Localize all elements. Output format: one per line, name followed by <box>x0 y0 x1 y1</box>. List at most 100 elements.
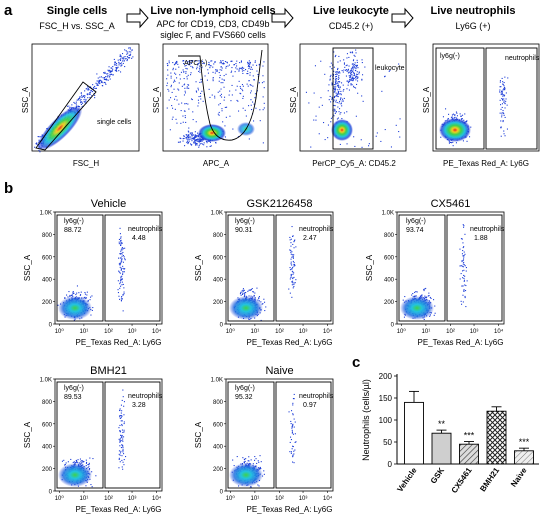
y-tick-label: 800 <box>42 233 53 239</box>
flow-plot-naive: Naive ly6g(-) 95.32 neutrophils 0.97 1.0K 800 6… <box>194 365 334 514</box>
significance-mark: ** <box>438 419 446 429</box>
x-tick-label: 10⁴ <box>152 495 162 502</box>
x-tick-label: 10² <box>446 329 455 335</box>
x-tick-label: 10⁰ <box>397 328 407 335</box>
neutrophil-gate-label: neutrophils <box>128 393 163 400</box>
bar-cx5461 <box>459 443 479 465</box>
c-category-label: Naive <box>509 466 529 489</box>
arrow-2-icon <box>271 7 294 29</box>
flow-plot-title: Vehicle <box>91 198 126 210</box>
step4-subtitle: Ly6G (+) <box>456 21 491 31</box>
apc-negative-gate-label: APC (-) <box>184 60 207 67</box>
flow-plot-xlabel: PE_Texas Red_A: Ly6G <box>418 338 504 347</box>
step2-subtitle-line1: APC for CD19, CD3, CD49b <box>156 19 269 29</box>
flow-plot-density <box>58 463 92 487</box>
single-cells-gate-label: single cells <box>97 119 132 126</box>
flow-plot-cx5461: CX5461 ly6g(-) 93.74 neutrophils 1.88 1.0K 800… <box>365 198 505 347</box>
neutrophil-gate-label: neutrophils <box>299 226 334 233</box>
neutrophil-gate <box>275 381 332 489</box>
panel-b-plots: Vehicle ly6g(-) 88.72 neutrophils 4.48 1.0K 80… <box>23 198 505 514</box>
c-category-label: CX5461 <box>450 466 474 495</box>
ly6g-negative-percent: 90.31 <box>235 227 253 234</box>
flow-plot-ylabel: SSC_A <box>365 254 374 281</box>
step1-title: Single cells <box>47 5 108 17</box>
c-y-tick-label: 50 <box>383 438 392 447</box>
flow-plot-title: BMH21 <box>90 365 127 377</box>
flow-plot-density <box>229 463 263 487</box>
bar-gsk <box>431 432 452 465</box>
y-tick-label: 1.0K <box>40 211 52 217</box>
plot-a4-xlabel: PE_Texas Red_A: Ly6G <box>443 159 529 168</box>
a4-neutrophil-gate-label: neutrophils <box>505 55 540 62</box>
step3-subtitle: CD45.2 (+) <box>329 21 373 31</box>
x-tick-label: 10⁰ <box>55 495 65 502</box>
plot-a4-ylabel: SSC_A <box>422 86 431 113</box>
panel-a-headers: Single cells FSC_H vs. SSC_A Live non-ly… <box>39 5 515 40</box>
y-tick-label: 800 <box>384 233 395 239</box>
y-tick-label: 800 <box>42 400 53 406</box>
panel-c-letter: c <box>352 354 360 371</box>
step3-title: Live leukocyte <box>313 5 389 17</box>
x-tick-label: 10² <box>104 329 113 335</box>
flow-plot-density <box>58 296 92 320</box>
y-tick-label: 400 <box>213 445 224 451</box>
ly6g-negative-gate-label: ly6g(-) <box>64 385 84 392</box>
y-tick-label: 200 <box>42 467 53 473</box>
flow-plot-xlabel: PE_Texas Red_A: Ly6G <box>76 505 162 514</box>
x-tick-label: 10² <box>275 329 284 335</box>
y-tick-label: 0 <box>220 490 224 496</box>
neutrophil-percent: 1.88 <box>474 235 488 242</box>
ly6g-negative-gate-label: ly6g(-) <box>406 218 426 225</box>
flow-plot-ylabel: SSC_A <box>23 421 32 448</box>
flow-plot-xlabel: PE_Texas Red_A: Ly6G <box>247 505 333 514</box>
y-tick-label: 0 <box>220 323 224 329</box>
x-tick-label: 10¹ <box>80 496 89 502</box>
neutrophil-percent: 4.48 <box>132 235 146 242</box>
step2-subtitle-line2: siglec F, and FVS660 cells <box>160 30 266 40</box>
plot-a3: leukocyte SSC_A PerCP_Cy5_A: CD45.2 <box>289 43 407 168</box>
significance-mark: *** <box>519 437 530 447</box>
y-tick-label: 1.0K <box>211 211 223 217</box>
x-tick-label: 10¹ <box>422 329 431 335</box>
c-y-tick-label: 150 <box>379 394 393 403</box>
plot-a3-ylabel: SSC_A <box>289 86 298 113</box>
neutrophil-gate-label: neutrophils <box>128 226 163 233</box>
ly6g-negative-percent: 93.74 <box>406 227 424 234</box>
ly6g-negative-percent: 95.32 <box>235 394 253 401</box>
flow-plot-gsk2126458: GSK2126458 ly6g(-) 90.31 neutrophils 2.47 1.0… <box>194 198 334 347</box>
flow-plot-title: CX5461 <box>431 198 471 210</box>
x-tick-label: 10³ <box>299 496 308 502</box>
flow-plot-ylabel: SSC_A <box>194 421 203 448</box>
step2-title: Live non-lymphoid cells <box>150 5 275 17</box>
neutrophil-gate <box>104 214 161 322</box>
ly6g-negative-gate <box>56 381 104 489</box>
x-tick-label: 10⁴ <box>323 328 333 335</box>
y-tick-label: 600 <box>42 422 53 428</box>
flow-plot-ylabel: SSC_A <box>23 254 32 281</box>
flow-plot-density <box>400 296 434 320</box>
flow-plot-bmh21: BMH21 ly6g(-) 89.53 neutrophils 3.28 1.0K 800 6… <box>23 365 163 514</box>
y-tick-label: 600 <box>42 255 53 261</box>
ly6g-negative-gate-label: ly6g(-) <box>235 218 255 225</box>
a4-neutrophil-gate <box>485 47 538 150</box>
panel-a-letter: a <box>4 2 13 19</box>
c-category-label: Vehicle <box>395 466 419 494</box>
y-tick-label: 600 <box>384 255 395 261</box>
ly6g-negative-gate-label: ly6g(-) <box>64 218 84 225</box>
x-tick-label: 10¹ <box>80 329 89 335</box>
plot-a1: single cells SSC_A FSC_H <box>21 43 140 168</box>
c-category-label: BMH21 <box>478 466 501 494</box>
y-tick-label: 200 <box>213 467 224 473</box>
y-tick-label: 800 <box>213 233 224 239</box>
c-ylabel: Neutrophils (cells/µl) <box>361 379 371 461</box>
neutrophil-gate <box>104 381 161 489</box>
x-tick-label: 10³ <box>470 329 479 335</box>
neutrophil-percent: 0.97 <box>303 402 317 409</box>
significance-mark: *** <box>464 431 475 441</box>
neutrophil-gate-label: neutrophils <box>470 226 505 233</box>
y-tick-label: 400 <box>42 445 53 451</box>
x-tick-label: 10¹ <box>251 329 260 335</box>
plot-a1-xlabel: FSC_H <box>73 159 99 168</box>
y-tick-label: 200 <box>42 300 53 306</box>
bar-bmh21 <box>486 410 507 465</box>
